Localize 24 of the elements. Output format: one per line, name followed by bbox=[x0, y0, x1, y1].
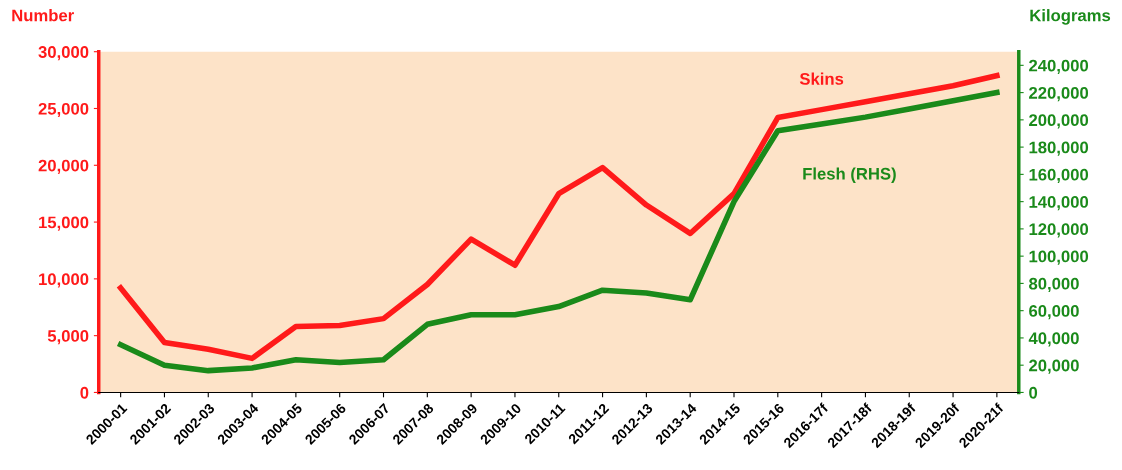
y2-tick-label: 140,000 bbox=[1029, 196, 1089, 211]
y2-tick-label: 100,000 bbox=[1029, 250, 1089, 265]
y-tick-label: 20,000 bbox=[38, 159, 89, 174]
y2-tick-label: 220,000 bbox=[1029, 86, 1089, 102]
y2-tick-label: 120,000 bbox=[1029, 223, 1089, 238]
y2-tick-label: 0 bbox=[1029, 386, 1038, 399]
y2-tick-label: 40,000 bbox=[1028, 332, 1079, 347]
y-tick-label: 0 bbox=[80, 386, 89, 399]
text: Flesh (RHS) bbox=[803, 167, 896, 183]
y2-tick-label: 80,000 bbox=[1029, 277, 1079, 293]
y-tick-label: 10,000 bbox=[39, 273, 89, 288]
y-tick-label: 15,000 bbox=[39, 216, 89, 231]
y2-axis-title: Kilograms bbox=[1030, 9, 1111, 25]
y-tick-label: 25,000 bbox=[38, 102, 89, 118]
y2-tick-label: 180,000 bbox=[1029, 141, 1089, 156]
y2-tick-label: 200,000 bbox=[1029, 114, 1089, 129]
y-tick-label: 30,000 bbox=[38, 46, 89, 61]
series-label: Skins bbox=[799, 72, 844, 85]
y2-tick-label: 20,000 bbox=[1029, 359, 1079, 374]
y-tick-label: 5,000 bbox=[47, 330, 89, 345]
y-axis-title: Number bbox=[12, 9, 74, 22]
y2-tick-label: 160,000 bbox=[1029, 168, 1089, 183]
y2-tick-label: 240,000 bbox=[1029, 59, 1089, 74]
y2-tick-label: 60,000 bbox=[1029, 305, 1079, 320]
